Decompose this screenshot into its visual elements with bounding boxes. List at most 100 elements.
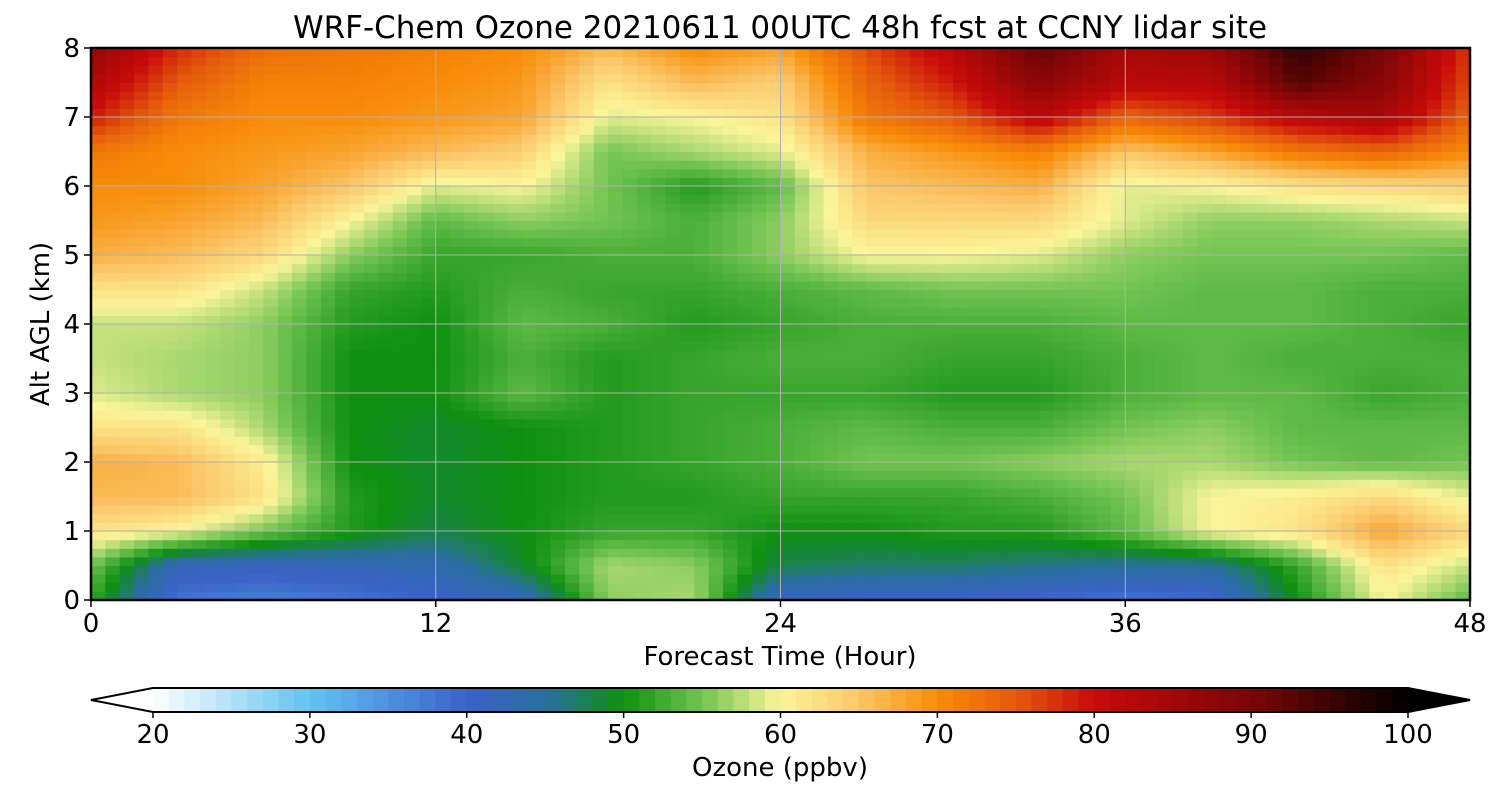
heatmap-cell [1110,220,1126,230]
heatmap-cell [421,591,437,601]
heatmap-cell [981,539,997,549]
heatmap-cell [320,125,336,135]
heatmap-cell [694,565,710,575]
heatmap-cell [392,487,408,498]
heatmap-cell [205,358,221,368]
heatmap-cell [794,108,810,118]
heatmap-cell [205,177,221,187]
heatmap-cell [780,125,796,135]
heatmap-cell [306,436,322,446]
heatmap-cell [708,237,724,247]
heatmap-cell [751,56,767,66]
heatmap-cell [177,574,193,584]
heatmap-cell [493,289,509,299]
heatmap-cell [507,56,523,66]
heatmap-cell [1153,574,1169,584]
heatmap-cell [1096,255,1112,265]
heatmap-cell [478,444,494,454]
heatmap-cell [780,332,796,342]
heatmap-cell [162,556,178,567]
heatmap-cell [737,151,753,161]
heatmap-cell [148,462,164,472]
heatmap-cell [1082,203,1098,213]
heatmap-cell [780,237,796,247]
heatmap-cell [766,220,782,230]
heatmap-cell [938,556,954,567]
heatmap-cell [881,444,897,454]
heatmap-cell [550,418,566,429]
heatmap-cell [421,582,437,592]
heatmap-cell [205,427,221,437]
heatmap-cell [306,444,322,454]
heatmap-cell [579,65,595,75]
heatmap-cell [995,393,1011,403]
heatmap-cell [751,306,767,316]
heatmap-cell [1153,531,1169,541]
heatmap-cell [134,427,150,437]
heatmap-cell [636,522,652,532]
heatmap-cell [694,246,710,256]
heatmap-cell [1010,117,1026,127]
heatmap-cell [1010,194,1026,204]
heatmap-cell [335,255,351,265]
heatmap-cell [320,220,336,230]
heatmap-cell [1082,556,1098,567]
heatmap-cell [837,591,853,601]
heatmap-cell [593,479,609,489]
heatmap-cell [967,324,983,334]
heatmap-cell [823,531,839,541]
heatmap-cell [881,65,897,75]
heatmap-cell [737,444,753,454]
heatmap-cell [665,160,681,170]
heatmap-cell [708,393,724,403]
heatmap-cell [665,280,681,291]
heatmap-cell [320,280,336,291]
heatmap-cell [1024,289,1040,299]
heatmap-cell [622,220,638,230]
heatmap-cell [938,306,954,316]
heatmap-cell [708,220,724,230]
heatmap-cell [1125,418,1141,429]
heatmap-cell [967,470,983,480]
heatmap-cell [162,531,178,541]
heatmap-cell [1053,427,1069,437]
heatmap-cell [421,91,437,101]
heatmap-cell [1197,479,1213,489]
heatmap-cell [378,453,394,463]
heatmap-cell [191,444,207,454]
heatmap-cell [335,418,351,429]
heatmap-cell [866,168,882,178]
heatmap-cell [91,211,106,222]
heatmap-cell [1096,99,1112,109]
heatmap-cell [1182,349,1198,360]
heatmap-cell [1024,203,1040,213]
heatmap-cell [895,349,911,360]
heatmap-cell [981,237,997,247]
heatmap-cell [1110,125,1126,135]
heatmap-cell [636,591,652,601]
heatmap-cell [1153,48,1169,58]
heatmap-cell [1197,582,1213,592]
heatmap-cell [1053,574,1069,584]
heatmap-cell [263,56,279,66]
heatmap-cell [392,91,408,101]
heatmap-cell [134,142,150,153]
heatmap-cell [622,496,638,506]
heatmap-cell [493,531,509,541]
heatmap-cell [119,444,135,454]
heatmap-cell [148,427,164,437]
heatmap-cell [952,177,968,187]
heatmap-cell [1096,117,1112,127]
heatmap-cell [866,186,882,196]
heatmap-cell [708,211,724,222]
heatmap-cell [263,48,279,58]
heatmap-cell [881,220,897,230]
heatmap-cell [234,272,250,282]
heatmap-cell [737,505,753,515]
heatmap-cell [708,418,724,429]
heatmap-cell [881,306,897,316]
heatmap-cell [378,332,394,342]
heatmap-cell [737,418,753,429]
heatmap-cell [536,375,552,385]
heatmap-cell [464,548,480,558]
